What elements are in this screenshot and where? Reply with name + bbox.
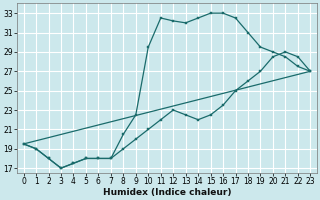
X-axis label: Humidex (Indice chaleur): Humidex (Indice chaleur) bbox=[103, 188, 231, 197]
